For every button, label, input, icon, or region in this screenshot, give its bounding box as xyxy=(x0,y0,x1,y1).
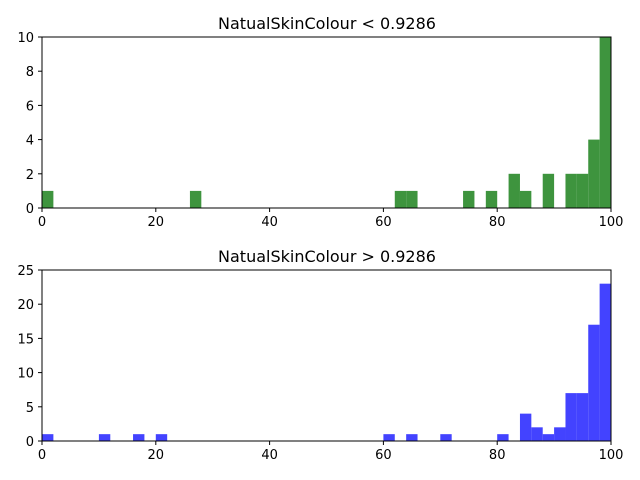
histogram-bar xyxy=(189,190,202,208)
bottom-histogram: NatualSkinColour > 0.9286 0 20 40 60 80 100 0 5… xyxy=(17,247,623,463)
axes-frame xyxy=(41,269,612,442)
histogram-bar xyxy=(565,393,577,441)
histogram-bar xyxy=(406,434,418,441)
bars-group xyxy=(42,283,611,441)
x-tick-label: 40 xyxy=(261,215,278,230)
histogram-bar xyxy=(508,173,520,208)
histogram-bar xyxy=(588,324,600,441)
y-tick-label: 20 xyxy=(17,298,34,313)
y-tick-label: 0 xyxy=(26,202,34,217)
histogram-bar xyxy=(519,413,532,441)
x-tick-label: 60 xyxy=(375,215,392,230)
histogram-bar xyxy=(576,173,589,208)
y-tick-label: 8 xyxy=(26,65,34,80)
x-tick-label: 20 xyxy=(148,448,165,463)
histogram-bar xyxy=(463,190,475,208)
chart-title: NatualSkinColour < 0.9286 xyxy=(218,14,436,33)
histogram-bar xyxy=(155,434,168,441)
y-tick-label: 25 xyxy=(17,264,34,279)
y-tick-label: 10 xyxy=(17,31,34,46)
x-tick-label: 0 xyxy=(38,448,46,463)
histogram-bar xyxy=(531,427,543,441)
y-tick-label: 5 xyxy=(26,401,34,416)
x-tick-label: 40 xyxy=(261,448,278,463)
histogram-bar xyxy=(133,434,145,441)
histogram-bar xyxy=(588,139,600,208)
histogram-bar xyxy=(406,190,418,208)
histogram-bar xyxy=(42,190,54,208)
top-histogram: NatualSkinColour < 0.9286 0 20 40 60 80 100 0 2… xyxy=(17,14,623,230)
histogram-bar xyxy=(42,434,54,441)
y-tick-label: 10 xyxy=(17,367,34,382)
histogram-bar xyxy=(440,434,452,441)
histogram-bar xyxy=(542,434,555,441)
y-tick-label: 2 xyxy=(26,168,34,183)
histogram-bar xyxy=(519,190,532,208)
y-tick-label: 6 xyxy=(26,99,34,114)
histogram-bar xyxy=(98,434,111,441)
histogram-bar xyxy=(554,427,566,441)
histogram-bar xyxy=(576,393,589,441)
x-tick-label: 80 xyxy=(489,448,506,463)
y-tick-label: 4 xyxy=(26,134,34,149)
x-tick-label: 80 xyxy=(489,215,506,230)
x-tick-label: 100 xyxy=(599,448,624,463)
chart-title: NatualSkinColour > 0.9286 xyxy=(218,247,436,266)
histogram-bar xyxy=(599,283,611,441)
axes-group: 0 20 40 60 80 100 0 5 10 15 20 25 xyxy=(17,264,623,463)
histogram-bar xyxy=(485,190,498,208)
histogram-bar xyxy=(383,434,395,441)
x-tick-label: 100 xyxy=(599,215,624,230)
histogram-bar xyxy=(497,434,509,441)
y-tick-label: 15 xyxy=(17,332,34,347)
x-tick-label: 60 xyxy=(375,448,392,463)
bars-group xyxy=(42,37,611,208)
axes-group: 0 20 40 60 80 100 0 2 4 6 8 10 xyxy=(17,31,623,230)
x-tick-label: 20 xyxy=(148,215,165,230)
histogram-bar xyxy=(542,173,555,208)
y-tick-label: 0 xyxy=(26,435,34,450)
x-tick-label: 0 xyxy=(38,215,46,230)
histogram-bar xyxy=(565,173,577,208)
histogram-bar xyxy=(599,37,611,208)
axes-frame xyxy=(41,36,612,209)
histogram-bar xyxy=(394,190,407,208)
